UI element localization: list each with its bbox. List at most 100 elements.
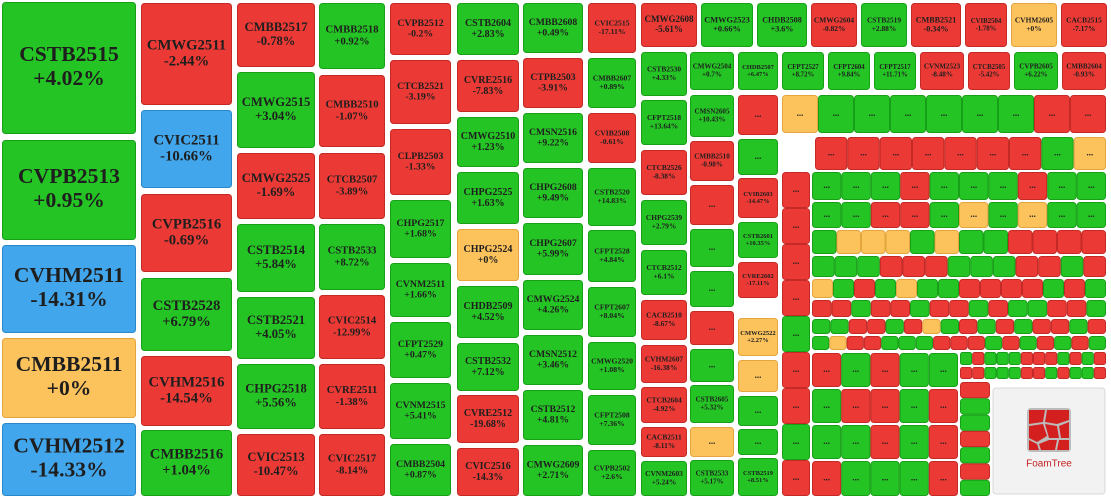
tile-box: [523, 335, 583, 385]
tile-change: +3.46%: [537, 360, 569, 371]
tile-box: [390, 200, 451, 258]
tile-box: [928, 425, 958, 459]
tile-box: [782, 460, 810, 496]
tile-code: CFPT2604: [833, 64, 865, 71]
tile-box: [929, 300, 950, 317]
tile-box: [896, 279, 917, 298]
tile-box: [841, 389, 871, 423]
tile-box: [2, 338, 136, 418]
tile-box: [1008, 367, 1021, 379]
tile-code: CVIC2513: [247, 450, 304, 464]
tile-change: -8.67%: [653, 319, 676, 328]
more-label: ...: [882, 209, 889, 219]
tile-box: [829, 336, 847, 350]
tile-code: CSTB2605: [696, 396, 729, 404]
more-label: ...: [1054, 148, 1061, 158]
tile-code: CVHM2512: [13, 434, 125, 458]
tile-box: [920, 52, 964, 90]
tile-box: [1076, 202, 1106, 228]
more-label: ...: [1000, 180, 1007, 190]
tile-box: [861, 230, 886, 254]
tile-change: +14.83%: [597, 196, 626, 205]
tile-code: CTCB2505: [973, 64, 1006, 71]
tile-code: CHPG2607: [529, 238, 577, 249]
tile-change: +0.66%: [713, 25, 741, 34]
tile-box: [1034, 95, 1070, 133]
tile-box: [1050, 319, 1070, 334]
tile-box: [588, 342, 636, 390]
tile-box: [996, 352, 1009, 365]
tile-code: CVIB2508: [595, 129, 630, 138]
tile-code: CHDB2507: [742, 64, 775, 71]
tile-box: [841, 461, 871, 496]
more-label: ...: [882, 400, 889, 410]
more-label: ...: [940, 473, 947, 483]
tile-box: [980, 279, 1001, 298]
tile-box: [1009, 137, 1042, 170]
tile-box: [523, 168, 583, 218]
tile-box: [812, 172, 842, 200]
tile-code: CMSN2516: [529, 127, 577, 138]
more-label: ...: [828, 148, 835, 158]
tile-code: CVPB2512: [397, 18, 443, 29]
tile-change: -8.38%: [653, 171, 676, 180]
tile-change: +6.47%: [747, 71, 769, 78]
tile-box: [1001, 279, 1022, 298]
tile-box: [2, 423, 136, 496]
tile-box: [1008, 352, 1021, 365]
tile-code: CVIC2516: [465, 461, 511, 472]
tile-box: [938, 279, 959, 298]
tile-change: -17.11%: [747, 280, 770, 287]
tile-change: +10.35%: [746, 240, 771, 247]
tile-box: [237, 224, 315, 292]
tile-change: +1.63%: [471, 198, 504, 209]
tile-box: [1073, 137, 1106, 170]
more-label: ...: [709, 360, 716, 370]
tile-change: +0.92%: [334, 36, 369, 47]
tile-change: -1.33%: [405, 162, 435, 173]
tile-box: [944, 137, 977, 170]
more-label: ...: [823, 436, 830, 446]
tile-box: [1008, 230, 1033, 254]
tile-box: [141, 356, 232, 426]
tile-box: [830, 319, 849, 334]
tile-code: CMBB2518: [326, 25, 379, 36]
tile-box: [988, 172, 1018, 200]
tile-box: [967, 336, 985, 350]
tile-code: CMWG2522: [740, 330, 775, 337]
tile-box: [641, 250, 687, 295]
tile-box: [1014, 319, 1033, 334]
tile-box: [1020, 352, 1033, 365]
tile-box: [1081, 367, 1094, 379]
tile-box: [141, 194, 232, 272]
tile-box: [690, 427, 734, 457]
tile-box: [1041, 137, 1074, 170]
tile-code: CFPT2528: [594, 247, 630, 256]
more-label: ...: [797, 108, 804, 118]
tile-change: +8.72%: [792, 71, 815, 78]
tile-box: [690, 271, 734, 307]
tile-change: +11.71%: [882, 71, 908, 78]
more-label: ...: [793, 292, 800, 302]
tile-box: [641, 345, 687, 383]
tile-box: [960, 352, 973, 365]
tile-box: [940, 319, 959, 334]
tile-change: +1.66%: [404, 290, 437, 301]
tile-code: CVIC2515: [594, 19, 629, 28]
tile-change: -0.2%: [408, 29, 433, 40]
tile-change: -10.47%: [253, 464, 298, 478]
tile-change: +1.68%: [404, 229, 437, 240]
tile-change: +9.22%: [537, 138, 569, 149]
tile-change: -10.66%: [160, 148, 213, 164]
tile-code: CVPB2516: [152, 216, 221, 232]
tile-box: [960, 463, 990, 480]
tile-box: [879, 137, 913, 170]
tile-box: [1038, 256, 1061, 277]
tile-box: [900, 202, 930, 228]
tile-change: -4.92%: [653, 404, 676, 413]
tile-box: [812, 279, 833, 298]
tile-box: [1064, 279, 1085, 298]
tile-box: [1047, 202, 1077, 228]
tile-change: +2.83%: [471, 29, 504, 40]
tile-code: CVIB2603: [743, 191, 773, 198]
